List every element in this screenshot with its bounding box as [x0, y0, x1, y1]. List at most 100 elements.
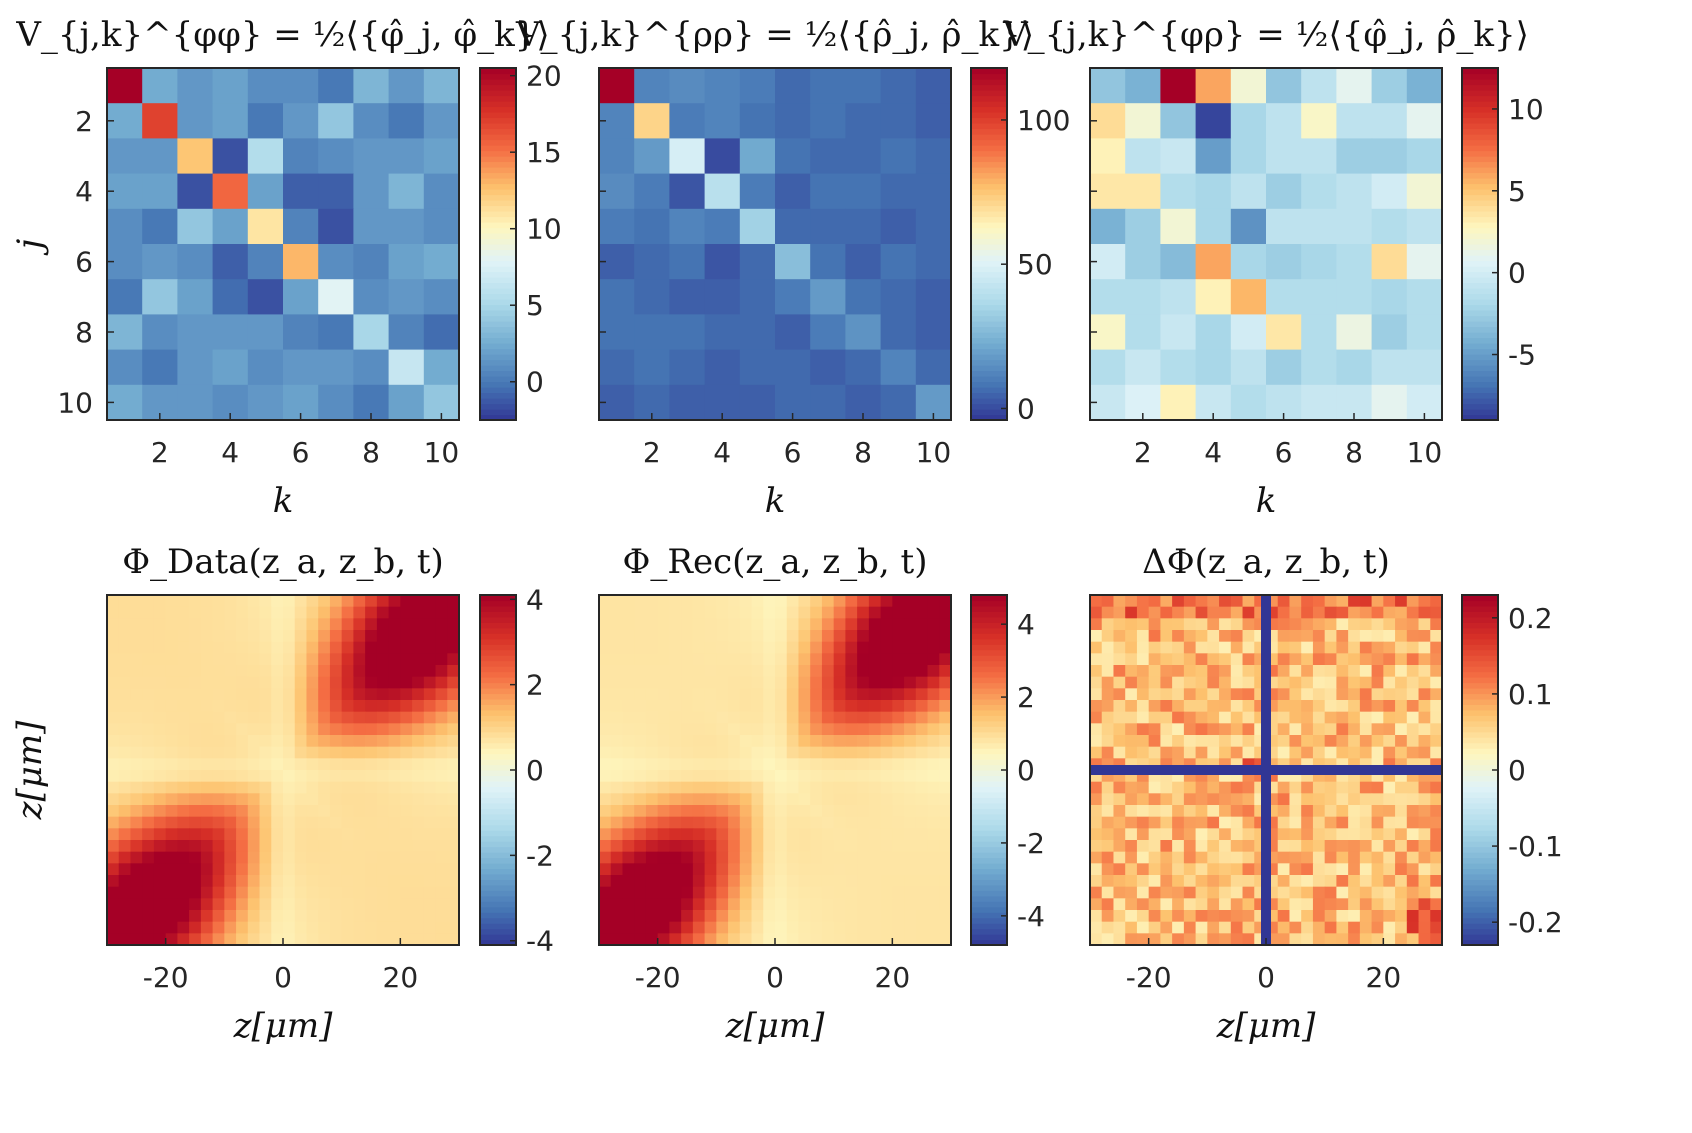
heatmap-cell: [704, 828, 717, 841]
heatmap-cell: [915, 793, 929, 806]
heatmap-cell: [739, 653, 753, 666]
colorbar-swatch: [971, 79, 1007, 86]
colorbar-swatch: [971, 403, 1007, 410]
heatmap-cell: [236, 898, 249, 911]
heatmap-cell: [318, 816, 331, 829]
colorbar-swatch: [480, 348, 516, 355]
heatmap-cell: [904, 723, 917, 736]
heatmap-cell: [107, 711, 120, 724]
heatmap-cell: [657, 653, 670, 666]
heatmap-cell: [107, 676, 120, 689]
colorbar-swatch: [1462, 266, 1498, 273]
colorbar-swatch: [1462, 835, 1498, 842]
heatmap-cell: [224, 851, 237, 864]
colorbar-tick-label: 0: [1017, 754, 1035, 787]
heatmap-cell: [833, 735, 846, 748]
heatmap-cell: [1195, 746, 1208, 759]
heatmap-cell: [1148, 898, 1161, 911]
heatmap-cell: [904, 606, 917, 619]
x-tick-label: 6: [784, 436, 802, 469]
heatmap-cell: [1348, 875, 1361, 888]
heatmap-cell: [1195, 723, 1208, 736]
heatmap-cell: [904, 676, 917, 689]
heatmap-cell: [306, 595, 319, 608]
heatmap-cell: [739, 314, 776, 351]
heatmap-cell: [704, 886, 717, 899]
heatmap-cell: [177, 898, 190, 911]
heatmap-cell: [1090, 279, 1126, 315]
heatmap-cell: [1301, 746, 1314, 759]
heatmap-cell: [1207, 805, 1220, 818]
heatmap-cell: [1312, 606, 1326, 619]
heatmap-cell: [318, 875, 331, 888]
heatmap-cell: [1395, 606, 1408, 619]
colorbar-swatch: [971, 841, 1007, 848]
heatmap-cell: [657, 910, 670, 923]
heatmap-cell: [622, 886, 635, 899]
heatmap-cell: [259, 653, 272, 666]
panel-title: Φ_Rec(z_a, z_b, t): [623, 542, 928, 582]
heatmap-cell: [1090, 921, 1103, 934]
heatmap-cell: [400, 618, 413, 631]
heatmap-cell: [400, 781, 413, 794]
heatmap-cell: [329, 875, 343, 888]
heatmap-cell: [751, 688, 764, 701]
heatmap-cell: [165, 840, 178, 853]
heatmap-cell: [1183, 641, 1197, 654]
heatmap-cell: [681, 875, 694, 888]
heatmap-cell: [1371, 828, 1384, 841]
colorbar-swatch: [971, 737, 1007, 744]
heatmap-cell: [283, 793, 296, 806]
heatmap-cell: [599, 711, 612, 724]
heatmap-cell: [1371, 910, 1384, 923]
heatmap-cell: [224, 630, 237, 643]
heatmap-cell: [880, 173, 917, 210]
heatmap-cell: [247, 711, 261, 724]
colorbar-swatch: [1462, 387, 1498, 394]
heatmap-cell: [1183, 921, 1197, 934]
heatmap-cell: [1148, 828, 1161, 841]
heatmap-cell: [1371, 746, 1384, 759]
heatmap-cell: [857, 910, 870, 923]
heatmap-cell: [1207, 840, 1220, 853]
heatmap-cell: [610, 805, 624, 818]
heatmap-cell: [400, 676, 413, 689]
heatmap-cell: [1383, 665, 1396, 678]
colorbar-tick-label: -4: [1017, 900, 1045, 933]
heatmap-cell: [1359, 630, 1373, 643]
heatmap-cell: [318, 606, 331, 619]
heatmap-cell: [657, 711, 670, 724]
panel-title: ΔΦ(z_a, z_b, t): [1142, 542, 1390, 582]
colorbar-swatch: [480, 720, 516, 727]
heatmap-cell: [341, 933, 354, 946]
colorbar-swatch: [1462, 928, 1498, 935]
heatmap-cell: [704, 805, 717, 818]
heatmap-cell: [1324, 641, 1337, 654]
heatmap-cell: [212, 723, 225, 736]
heatmap-cell: [107, 349, 143, 386]
heatmap-cell: [669, 840, 682, 853]
heatmap-cell: [189, 606, 202, 619]
heatmap-cell: [1383, 781, 1396, 794]
heatmap-cell: [751, 723, 764, 736]
colorbar-swatch: [480, 216, 516, 223]
heatmap-cell: [1395, 711, 1408, 724]
heatmap-cell: [189, 735, 202, 748]
colorbar-swatch: [971, 655, 1007, 662]
heatmap-cell: [447, 793, 460, 806]
heatmap-cell: [915, 828, 929, 841]
heatmap-cell: [1113, 910, 1126, 923]
heatmap-cell: [704, 851, 717, 864]
heatmap-cell: [189, 921, 202, 934]
heatmap-cell: [200, 641, 214, 654]
heatmap-cell: [868, 711, 882, 724]
colorbar-swatch: [480, 211, 516, 218]
heatmap-cell: [130, 746, 143, 759]
colorbar-swatch: [971, 677, 1007, 684]
heatmap-cell: [798, 793, 811, 806]
heatmap-cell: [435, 595, 448, 608]
heatmap-cell: [1195, 68, 1232, 104]
heatmap-cell: [599, 933, 612, 946]
heatmap-cell: [1148, 921, 1161, 934]
heatmap-cell: [412, 840, 425, 853]
